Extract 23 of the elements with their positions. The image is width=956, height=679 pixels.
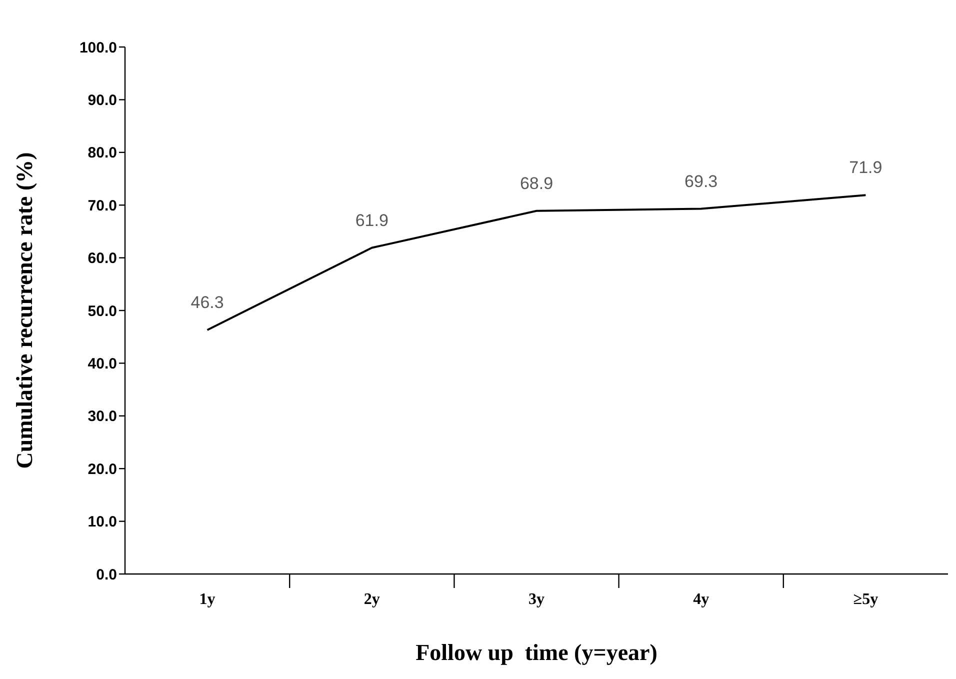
y-tick-label: 100.0 [79, 39, 117, 56]
y-axis-title: Cumulative recurrence rate (%) [12, 152, 37, 469]
y-tick-label: 20.0 [88, 460, 117, 478]
x-tick-label: 1y [199, 591, 216, 608]
x-tick-label: 3y [528, 591, 544, 608]
y-tick-label: 80.0 [88, 144, 117, 162]
x-axis-title: Follow up time (y=year) [416, 640, 658, 665]
x-tick-label: 4y [693, 591, 710, 608]
y-tick-label: 50.0 [88, 302, 117, 320]
x-tick-label: 2y [364, 591, 380, 608]
x-tick-label: ≥5y [853, 591, 878, 608]
y-tick-label: 10.0 [88, 514, 117, 531]
y-tick-label: 70.0 [88, 197, 117, 214]
data-label: 71.9 [849, 158, 882, 178]
y-tick-label: 0.0 [96, 566, 117, 584]
data-label: 61.9 [355, 210, 388, 230]
y-tick-label: 90.0 [88, 92, 117, 110]
y-tick-label: 60.0 [88, 250, 117, 268]
y-tick-label: 30.0 [88, 408, 117, 426]
data-label: 46.3 [190, 293, 224, 312]
data-label: 68.9 [520, 174, 554, 193]
y-tick-label: 40.0 [88, 356, 117, 373]
data-label: 69.3 [684, 172, 718, 191]
